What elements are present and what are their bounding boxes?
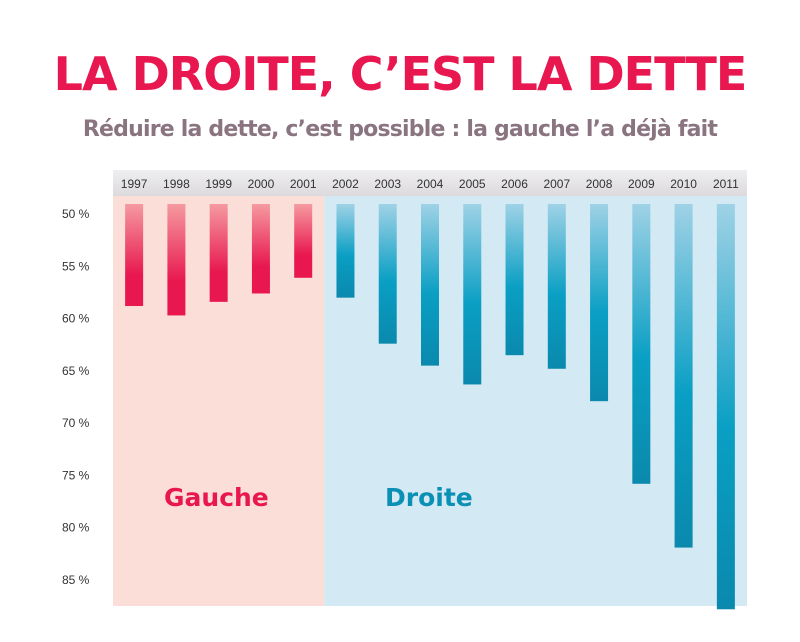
bar-2003 — [378, 204, 397, 344]
x-tick-label: 2007 — [543, 177, 570, 191]
y-tick-label: 70 % — [62, 416, 90, 430]
x-tick-label: 2005 — [459, 177, 486, 191]
x-tick-label: 2009 — [628, 177, 655, 191]
bar-2004 — [421, 204, 439, 366]
bar-2010 — [674, 204, 693, 548]
x-tick-label: 2000 — [248, 177, 275, 191]
region-label-gauche: Gauche — [164, 483, 269, 512]
y-tick-label: 85 % — [62, 573, 90, 587]
bar-2011 — [716, 204, 735, 610]
x-tick-label: 2006 — [501, 177, 528, 191]
x-tick-label: 1999 — [205, 177, 232, 191]
x-tick-label: 2010 — [670, 177, 697, 191]
bar-2002 — [336, 204, 355, 298]
x-tick-label: 2003 — [374, 177, 401, 191]
bar-2001 — [294, 204, 313, 278]
year-header-band — [113, 170, 747, 196]
bar-2008 — [590, 204, 609, 402]
x-tick-label: 2011 — [713, 177, 739, 191]
x-tick-label: 1998 — [163, 177, 190, 191]
y-tick-label: 65 % — [62, 364, 90, 378]
y-tick-label: 60 % — [62, 312, 90, 326]
bar-2006 — [505, 204, 524, 356]
bar-1999 — [209, 204, 228, 302]
chart-subtitle: Réduire la dette, c’est possible : la ga… — [82, 117, 718, 142]
y-tick-label: 55 % — [62, 259, 90, 273]
bar-2005 — [463, 204, 482, 385]
y-tick-label: 50 % — [62, 207, 90, 221]
x-tick-label: 1997 — [121, 177, 148, 191]
bar-1997 — [125, 204, 144, 307]
chart-title: LA DROITE, C’EST LA DETTE — [53, 47, 748, 101]
bar-2000 — [251, 204, 270, 294]
x-tick-label: 2008 — [586, 177, 613, 191]
bar-2007 — [547, 204, 566, 369]
bar-1998 — [167, 204, 186, 316]
bar-2009 — [632, 204, 651, 484]
x-tick-label: 2001 — [290, 177, 317, 191]
y-tick-label: 75 % — [62, 468, 90, 482]
x-tick-label: 2002 — [332, 177, 359, 191]
y-tick-label: 80 % — [62, 521, 90, 535]
x-tick-label: 2004 — [417, 177, 444, 191]
region-label-droite: Droite — [385, 483, 473, 512]
